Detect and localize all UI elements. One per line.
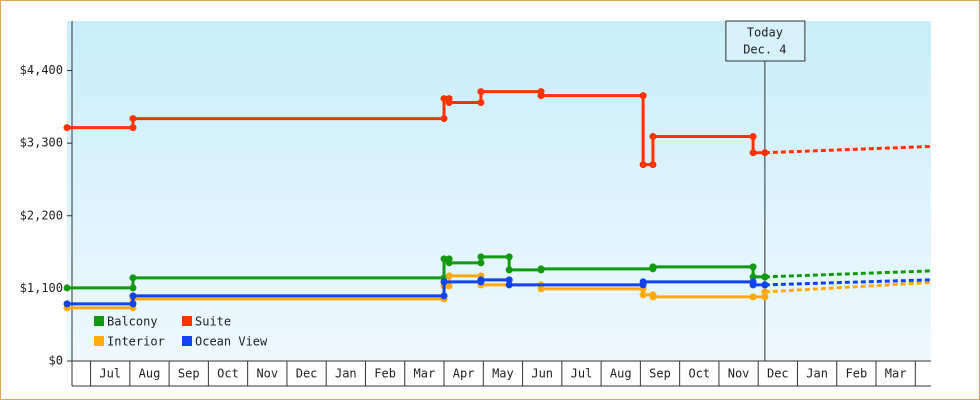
legend-swatch — [94, 316, 104, 326]
price-point — [445, 272, 453, 280]
x-tick-label: Sep — [178, 367, 200, 381]
today-label: Today — [747, 26, 783, 40]
price-point — [477, 276, 485, 284]
price-point — [761, 273, 769, 281]
price-point — [761, 149, 769, 157]
legend-swatch — [94, 336, 104, 346]
price-point — [749, 281, 757, 289]
x-tick-label: Oct — [217, 367, 239, 381]
price-point-end — [129, 124, 137, 132]
forecast-line — [764, 269, 932, 279]
x-tick-label: Jul — [99, 367, 121, 381]
price-line — [67, 255, 765, 290]
x-tick-label: Nov — [728, 367, 750, 381]
price-point — [649, 133, 657, 141]
y-tick-label: $2,200 — [20, 208, 63, 222]
price-point-end — [749, 133, 757, 141]
x-tick-label: Aug — [610, 367, 632, 381]
legend-label: Balcony — [107, 315, 158, 329]
price-point — [639, 278, 647, 286]
price-point-end — [505, 253, 513, 261]
price-point-end — [505, 276, 513, 284]
price-point — [639, 291, 647, 299]
x-tick-label: Apr — [453, 367, 475, 381]
price-point — [749, 273, 757, 281]
price-point-end — [129, 284, 137, 292]
price-line — [67, 90, 765, 167]
price-point — [749, 293, 757, 301]
x-tick-label: Jan — [335, 367, 357, 381]
y-tick-label: $1,100 — [20, 281, 63, 295]
price-point — [477, 88, 485, 96]
price-point — [129, 274, 137, 282]
price-point — [761, 281, 769, 289]
x-tick-label: Mar — [885, 367, 907, 381]
legend-label: Suite — [195, 315, 231, 329]
price-point-end — [749, 263, 757, 271]
price-point — [440, 95, 448, 103]
price-point-end — [440, 292, 448, 300]
x-tick-label: Feb — [846, 367, 868, 381]
price-point — [440, 255, 448, 263]
price-point — [749, 149, 757, 157]
x-tick-label: Sep — [649, 367, 671, 381]
price-point — [537, 92, 545, 100]
price-point-end — [440, 115, 448, 123]
x-tick-label: Nov — [256, 367, 278, 381]
forecast-line — [764, 278, 932, 287]
price-point-end — [445, 282, 453, 290]
price-point — [639, 161, 647, 169]
x-tick-label: Oct — [688, 367, 710, 381]
price-point — [445, 259, 453, 267]
price-point — [505, 266, 513, 274]
y-tick-label: $3,300 — [20, 136, 63, 150]
x-tick-label: Aug — [139, 367, 161, 381]
price-point — [477, 253, 485, 261]
y-tick-label: $4,400 — [20, 63, 63, 77]
price-point-end — [129, 300, 137, 308]
legend-label: Interior — [107, 335, 165, 349]
legend-swatch — [182, 336, 192, 346]
x-tick-label: Feb — [374, 367, 396, 381]
plot-area — [67, 21, 931, 361]
x-tick-label: Jun — [531, 367, 553, 381]
forecast-line — [764, 144, 932, 155]
price-point — [649, 293, 657, 301]
today-box — [725, 20, 806, 62]
x-tick-label: Jan — [806, 367, 828, 381]
x-tick-label: May — [492, 367, 514, 381]
price-point-end — [649, 161, 657, 169]
price-point — [63, 124, 71, 132]
legend-swatch — [182, 316, 192, 326]
legend-label: Ocean View — [195, 335, 268, 349]
price-point-end — [761, 293, 769, 301]
price-point — [505, 281, 513, 289]
price-point — [537, 265, 545, 273]
price-point — [129, 292, 137, 300]
price-point — [63, 284, 71, 292]
price-point — [445, 99, 453, 107]
price-point-end — [477, 99, 485, 107]
x-tick-label: Mar — [414, 367, 436, 381]
x-tick-label: Dec — [296, 367, 318, 381]
price-line — [67, 278, 765, 306]
today-date: Dec. 4 — [743, 43, 786, 57]
x-tick-label: Dec — [767, 367, 789, 381]
price-point — [63, 300, 71, 308]
price-point — [649, 263, 657, 271]
price-point — [761, 288, 769, 296]
price-point — [440, 278, 448, 286]
x-tick-label: Jul — [571, 367, 593, 381]
price-point-end — [477, 259, 485, 267]
price-point-end — [639, 92, 647, 100]
price-point — [537, 285, 545, 293]
y-tick-label: $0 — [49, 354, 63, 368]
price-point — [129, 115, 137, 123]
forecast-line — [764, 280, 932, 294]
